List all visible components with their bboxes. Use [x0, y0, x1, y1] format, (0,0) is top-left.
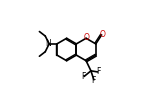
Text: F: F — [96, 67, 101, 76]
Text: F: F — [92, 76, 96, 85]
Text: F: F — [81, 72, 86, 81]
Text: N: N — [46, 39, 51, 48]
Text: O: O — [84, 33, 90, 42]
Text: O: O — [99, 30, 105, 39]
